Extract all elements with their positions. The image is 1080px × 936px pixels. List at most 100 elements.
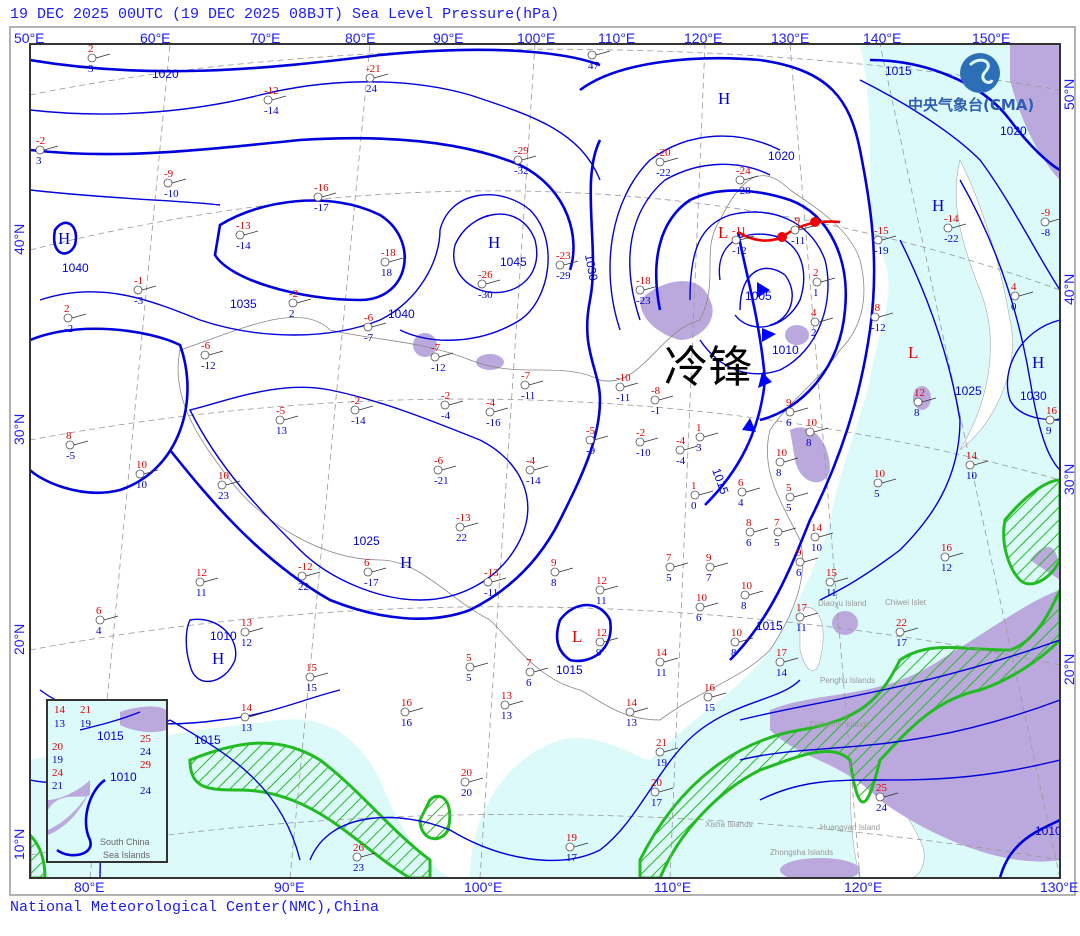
- station-temperature: -12: [264, 85, 279, 97]
- station-circle-icon: [363, 567, 373, 577]
- station-dewpoint: 8: [776, 467, 782, 479]
- station-circle-icon: [363, 322, 373, 332]
- station-circle-icon: [795, 612, 805, 622]
- wind-barb-icon: [753, 527, 769, 533]
- lon-label-top: 70°E: [250, 30, 281, 46]
- station-plot: -7 -12: [430, 342, 454, 374]
- station-temperature: -20: [656, 147, 671, 159]
- station-dewpoint: 8: [551, 577, 557, 589]
- station-circle-icon: [135, 469, 145, 479]
- wind-barb-icon: [783, 657, 799, 663]
- wind-barb-icon: [441, 465, 457, 471]
- wind-barb-icon: [595, 50, 611, 56]
- station-plot: -12 22: [297, 561, 321, 593]
- station-dewpoint: 13: [54, 718, 66, 730]
- station-dewpoint: -12: [732, 245, 747, 257]
- wind-barb-icon: [818, 532, 834, 538]
- wind-barb-icon: [493, 407, 509, 413]
- station-dewpoint: 19: [80, 718, 92, 730]
- wind-barb-icon: [603, 637, 619, 643]
- station-circle-icon: [350, 405, 360, 415]
- station-temperature: 10: [731, 627, 743, 639]
- station-temperature: -9: [791, 215, 801, 227]
- station-dewpoint: -9: [586, 445, 596, 457]
- station-dewpoint: 13: [241, 722, 253, 734]
- wind-barb-icon: [803, 612, 819, 618]
- station-temperature: 21: [80, 704, 91, 716]
- station-dewpoint: 12: [941, 562, 952, 574]
- station-dewpoint: 2: [289, 308, 295, 320]
- station-dewpoint: -16: [486, 417, 501, 429]
- station-plot: 12 11: [595, 575, 619, 607]
- high-pressure-center: H: [1032, 353, 1044, 372]
- station-circle-icon: [795, 557, 805, 567]
- station-dewpoint: -5: [66, 450, 76, 462]
- wind-barb-icon: [833, 577, 849, 583]
- station-temperature: 24: [52, 767, 64, 779]
- station-dewpoint: 12: [241, 637, 252, 649]
- wind-barb-icon: [313, 672, 329, 678]
- station-circle-icon: [485, 407, 495, 417]
- station-temperature: 10: [696, 592, 708, 604]
- station-circle-icon: [913, 397, 923, 407]
- station-temperature: 14: [966, 450, 978, 462]
- station-plot: 64: [737, 477, 761, 509]
- wind-barb-icon: [533, 465, 549, 471]
- station-temperature: -14: [944, 213, 959, 225]
- station-dewpoint: 23: [353, 862, 365, 874]
- station-circle-icon: [695, 602, 705, 612]
- lon-label-top: 120°E: [684, 30, 722, 46]
- wind-barb-icon: [1048, 218, 1060, 223]
- station-plot: 10 8: [730, 627, 754, 659]
- station-dewpoint: -4: [441, 410, 451, 422]
- station-temperature: 15: [826, 567, 838, 579]
- wind-barb-icon: [803, 557, 819, 563]
- station-plot: -10 -11: [615, 372, 639, 404]
- station-temperature: 12: [914, 387, 925, 399]
- station-dewpoint: 24: [876, 802, 888, 814]
- station-dewpoint: -12: [871, 322, 886, 334]
- station-circle-icon: [690, 490, 700, 500]
- station-plot: 16 9: [1045, 405, 1060, 437]
- station-temperature: 7: [774, 517, 780, 529]
- station-dewpoint: 21: [52, 780, 63, 792]
- isobar-label: 1040: [388, 307, 415, 321]
- station-dewpoint: 24: [366, 83, 378, 95]
- wind-barb-icon: [781, 527, 797, 533]
- wind-barb-icon: [903, 627, 919, 633]
- station-dewpoint: 3: [36, 155, 42, 167]
- station-dewpoint: 13: [501, 710, 513, 722]
- station-plot: 42: [810, 307, 834, 339]
- station-temperature: 9: [551, 557, 557, 569]
- isobar-label: 1025: [353, 534, 380, 548]
- station-temperature: -10: [616, 372, 631, 384]
- station-temperature: -6: [201, 340, 211, 352]
- station-circle-icon: [635, 285, 645, 295]
- station-temperature: 4: [811, 307, 817, 319]
- station-dewpoint: -29: [556, 270, 571, 282]
- station-circle-icon: [595, 585, 605, 595]
- lon-label-top: 90°E: [433, 30, 464, 46]
- wind-barb-icon: [713, 562, 729, 568]
- station-dewpoint: 22: [298, 581, 309, 593]
- map-frame: [29, 43, 1061, 879]
- station-dewpoint: -17: [364, 577, 379, 589]
- low-pressure-center: L: [572, 627, 582, 646]
- station-temperature: 15: [306, 662, 318, 674]
- station-dewpoint: 2: [811, 327, 817, 339]
- wind-barb-icon: [248, 627, 264, 633]
- station-plot: -11 -12: [731, 225, 755, 257]
- wind-barb-icon: [528, 380, 544, 386]
- station-dewpoint: 22: [456, 532, 467, 544]
- station-temperature: -12: [298, 561, 313, 573]
- station-circle-icon: [737, 487, 747, 497]
- lon-label-bottom: 120°E: [844, 879, 882, 895]
- station-plot: -2 -14: [350, 395, 374, 427]
- wind-barb-icon: [658, 787, 674, 793]
- station-temperature: 13: [501, 690, 513, 702]
- station-temperature: 2: [813, 267, 819, 279]
- wind-barb-icon: [743, 175, 759, 181]
- isobar-label: 1045: [500, 255, 527, 269]
- station-temperature: 21: [656, 737, 667, 749]
